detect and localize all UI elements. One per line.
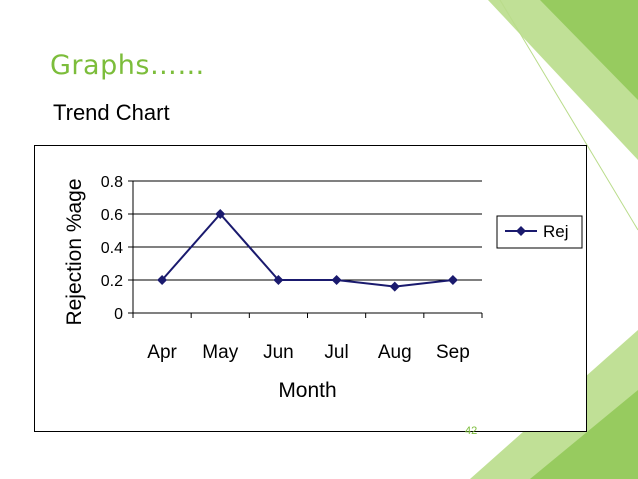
y-tick-label: 0.2: [101, 273, 123, 290]
y-tick-label: 0: [114, 306, 123, 323]
legend-label: Rej: [543, 222, 569, 241]
x-tick-label: Jun: [263, 342, 294, 363]
data-point: [215, 209, 226, 219]
decor-line: [499, 0, 638, 231]
slide-title: Graphs……: [50, 50, 205, 81]
data-point: [447, 275, 458, 285]
data-point: [273, 275, 284, 285]
x-tick-label: Sep: [436, 342, 470, 363]
corner-decoration-bottom-dark: [530, 390, 638, 479]
y-tick-label: 0.4: [101, 240, 123, 257]
x-tick-label: Jul: [324, 342, 348, 363]
data-point: [331, 275, 342, 285]
line-chart: 0 0.2 0.4 0.6 0.8 Apr May Jun Jul Aug Sep Month Reje…: [63, 174, 583, 402]
chart-frame: 0 0.2 0.4 0.6 0.8 Apr May Jun Jul Aug Sep Month Reje…: [34, 145, 587, 432]
y-axis-label: Rejection %age: [63, 178, 86, 325]
chart-subtitle: Trend Chart: [53, 100, 170, 125]
x-axis-label: Month: [278, 379, 336, 402]
data-point: [157, 275, 168, 285]
x-tick-label: Apr: [147, 342, 177, 363]
x-tick-label: May: [202, 342, 238, 363]
x-tick-label: Aug: [378, 342, 412, 363]
y-tick-label: 0.8: [101, 174, 123, 191]
page-number: 42: [465, 425, 478, 437]
y-tick-label: 0.6: [101, 207, 123, 224]
data-point: [389, 281, 400, 292]
series-line-rej: [161, 212, 454, 288]
legend-marker: [516, 226, 526, 236]
corner-decoration-top-dark: [540, 0, 638, 100]
